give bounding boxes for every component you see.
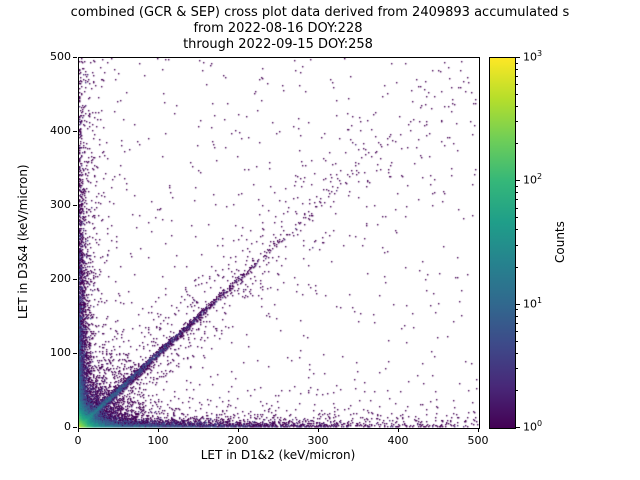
y-tick: [73, 279, 77, 280]
x-tick-label: 0: [74, 434, 82, 447]
colorbar-minor-tick: [516, 62, 518, 64]
scatter-canvas: [79, 58, 479, 428]
colorbar-minor-tick: [516, 94, 518, 96]
chart-subtitle-from: from 2022-08-16 DOY:228: [193, 21, 363, 36]
y-tick-label: 100: [50, 346, 71, 359]
x-tick: [238, 428, 239, 432]
y-tick: [73, 57, 77, 58]
y-tick: [73, 353, 77, 354]
colorbar-tick-label: 100: [523, 419, 543, 434]
x-tick-label: 100: [147, 434, 169, 447]
y-tick-label: 0: [64, 420, 71, 433]
plot-area: [78, 57, 480, 429]
y-tick-label: 200: [50, 272, 71, 285]
colorbar-minor-tick: [516, 106, 518, 108]
x-tick: [478, 428, 479, 432]
colorbar-tick: [516, 57, 520, 58]
y-tick-label: 400: [50, 124, 71, 137]
y-tick-label: 500: [50, 50, 71, 63]
colorbar-minor-tick: [516, 199, 518, 201]
x-tick: [398, 428, 399, 432]
colorbar-minor-tick: [516, 217, 518, 219]
y-axis-label: LET in D3&4 (keV/micron): [16, 164, 30, 320]
colorbar-minor-tick: [516, 84, 518, 86]
x-tick-label: 400: [387, 434, 409, 447]
colorbar: [489, 57, 516, 429]
chart-title: combined (GCR & SEP) cross plot data der…: [70, 5, 570, 20]
colorbar-minor-tick: [516, 340, 518, 342]
y-tick: [73, 131, 77, 132]
x-tick-label: 300: [307, 434, 329, 447]
colorbar-minor-tick: [516, 244, 518, 246]
colorbar-minor-tick: [516, 322, 518, 324]
x-tick: [78, 428, 79, 432]
colorbar-minor-tick: [516, 368, 518, 370]
y-tick: [73, 205, 77, 206]
colorbar-minor-tick: [516, 352, 518, 354]
colorbar-minor-tick: [516, 143, 518, 145]
chart-subtitle-through: through 2022-09-15 DOY:258: [183, 37, 373, 52]
x-tick: [158, 428, 159, 432]
colorbar-minor-tick: [516, 207, 518, 209]
colorbar-tick-label: 102: [523, 172, 543, 187]
colorbar-minor-tick: [516, 331, 518, 333]
colorbar-tick-label: 103: [523, 49, 543, 64]
colorbar-tick: [516, 427, 520, 428]
colorbar-minor-tick: [516, 68, 518, 70]
colorbar-tick-label: 101: [523, 295, 543, 311]
x-tick-label: 200: [227, 434, 249, 447]
x-tick-label: 500: [467, 434, 489, 447]
colorbar-minor-tick: [516, 192, 518, 194]
x-axis-label: LET in D1&2 (keV/micron): [200, 448, 356, 462]
colorbar-minor-tick: [516, 315, 518, 317]
colorbar-minor-tick: [516, 76, 518, 78]
y-tick: [73, 427, 77, 428]
colorbar-tick: [516, 303, 520, 305]
colorbar-minor-tick: [516, 185, 518, 187]
colorbar-label: Counts: [553, 221, 567, 263]
colorbar-minor-tick: [516, 266, 518, 268]
x-tick: [318, 428, 319, 432]
colorbar-minor-tick: [516, 121, 518, 123]
colorbar-tick: [516, 180, 520, 182]
colorbar-minor-tick: [516, 309, 518, 311]
y-tick-label: 300: [50, 198, 71, 211]
colorbar-minor-tick: [516, 229, 518, 231]
colorbar-minor-tick: [516, 389, 518, 391]
